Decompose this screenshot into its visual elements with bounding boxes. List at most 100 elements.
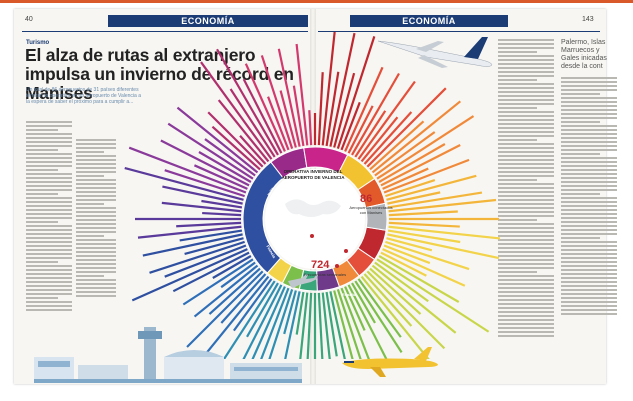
route-bar [378, 255, 460, 303]
airplane-bottom-icon [342, 347, 438, 377]
route-bar [388, 221, 460, 228]
route-bar [162, 185, 243, 205]
route-bar [193, 264, 259, 318]
route-bar [202, 211, 242, 217]
section-header-right: ECONOMÍA [350, 15, 508, 27]
right-sidebar-headline: Palermo, Islas Marruecos y Gales inicada… [561, 39, 607, 70]
plane-icon [288, 274, 318, 288]
route-bar [387, 229, 461, 244]
route-bar [260, 287, 290, 359]
header-rule-right [318, 31, 600, 32]
route-bar [220, 273, 267, 324]
airplane-top-icon [377, 37, 493, 68]
route-bar [347, 105, 374, 154]
route-bar [344, 66, 384, 152]
route-bar [385, 179, 436, 198]
section-header-left-text: ECONOMÍA [181, 16, 235, 26]
left-page-number: 40 [25, 16, 33, 23]
route-bar [200, 61, 273, 160]
route-bar [128, 146, 247, 194]
route-bar [201, 199, 243, 209]
route-bar [357, 80, 416, 160]
body-column-1 [26, 121, 72, 313]
route-bar [149, 240, 245, 274]
route-bar [374, 261, 429, 303]
route-bar [131, 248, 248, 302]
route-bar [279, 90, 297, 148]
route-bar [198, 151, 252, 183]
route-bar [388, 210, 458, 217]
route-bar [336, 36, 376, 149]
route-bar [388, 198, 497, 213]
route-bar [182, 258, 254, 306]
article-section-label: Turismo [26, 40, 50, 46]
route-bar [325, 71, 340, 147]
route-bar [374, 131, 436, 177]
section-header-right-text: ECONOMÍA [402, 16, 456, 26]
route-bar [184, 237, 244, 256]
article-headline: El alza de rutas al extranjero impulsa u… [25, 45, 294, 103]
stat-airports-value: 86 [360, 193, 373, 205]
route-bar [376, 258, 490, 333]
stat-flights-label: Frecuencias semanales [303, 272, 347, 277]
route-infographic [124, 31, 501, 359]
route-bar [268, 289, 294, 359]
route-bar [387, 191, 483, 209]
route-bar [164, 169, 245, 198]
route-bar [222, 280, 276, 359]
map-pin-icon [344, 249, 348, 253]
route-bar [371, 264, 457, 334]
route-bar [299, 292, 309, 359]
route-bar [347, 284, 388, 359]
route-bar [176, 221, 242, 228]
route-bar [333, 290, 354, 359]
route-bar [387, 191, 441, 205]
route-bar [229, 88, 276, 158]
route-bar [360, 275, 430, 359]
route-bar [340, 287, 370, 359]
route-bar [242, 78, 283, 154]
map-pin-icon [335, 264, 339, 268]
route-bar [360, 116, 399, 163]
route-bar [344, 286, 366, 331]
route-bar [267, 96, 290, 151]
route-bar [366, 270, 446, 350]
route-bar [161, 201, 242, 213]
body-column-2 [76, 139, 116, 299]
header-rule-left [22, 31, 308, 32]
route-bar [383, 244, 431, 265]
country-ring [242, 146, 388, 292]
route-bar [292, 85, 305, 147]
route-bar [306, 292, 313, 359]
route-bar [283, 290, 297, 335]
route-bar [201, 275, 270, 359]
infographic-center [265, 169, 365, 269]
article-deck: Un total de 86 aeropuertos de 31 países … [26, 87, 141, 105]
route-bar [137, 225, 242, 239]
route-bar [308, 110, 313, 146]
route-bar [295, 291, 305, 335]
route-bar [383, 158, 470, 194]
stat-airports-label: Aeropuertos conectados con Manises [349, 205, 393, 215]
newspaper-spread: 40 ECONOMÍA ECONOMÍA 143 Turismo El alza… [14, 9, 617, 384]
route-bar [387, 233, 500, 260]
route-bar [284, 291, 301, 359]
route-bar [216, 48, 279, 156]
route-bar [317, 72, 324, 146]
route-bar [382, 167, 429, 190]
right-sidebar: Palermo, Islas Marruecos y Gales inicada… [561, 39, 617, 317]
route-bar [207, 111, 264, 168]
route-bar [179, 229, 243, 242]
route-bar [351, 282, 376, 324]
route-bar [260, 55, 294, 149]
segment-label: Alemania [266, 212, 272, 231]
country-segment [365, 202, 388, 231]
route-bar [386, 174, 477, 201]
route-bar [333, 72, 356, 148]
route-bar [172, 251, 250, 293]
route-bar [277, 48, 301, 147]
right-page-number: 143 [582, 16, 594, 23]
route-bar [160, 139, 250, 187]
route-bar [208, 267, 261, 315]
route-bar [164, 244, 247, 278]
